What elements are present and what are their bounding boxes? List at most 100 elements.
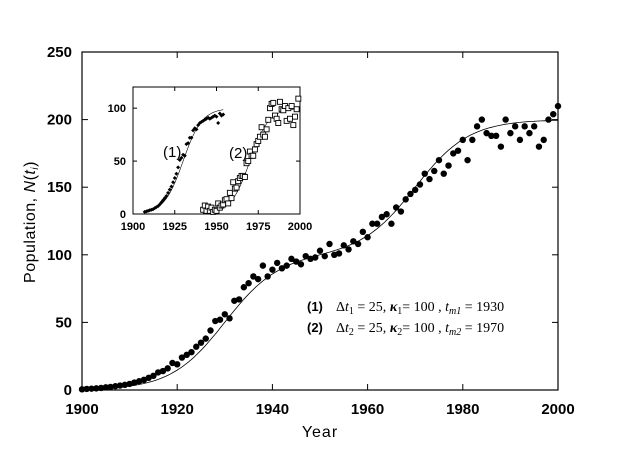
inset-data-points [142,95,302,215]
main-data-point [202,335,209,342]
main-data-point [188,348,195,356]
main-data-point [102,384,110,391]
x-tick-label: 1920 [161,401,194,418]
main-data-point [88,385,95,392]
legend-text-1: Δt1 = 25, κ1= 100 , tm1 = 1930 [336,300,504,317]
main-data-point [507,129,514,137]
inset-point-series-2 [293,106,300,113]
x-axis-title: Year [302,424,338,441]
main-data-point [216,316,224,323]
legend-text-2: Δt2 = 25, κ2= 100 , tm2 = 1970 [336,321,504,338]
y-axis-title-paren: ( [22,174,39,180]
inset-point-series-2 [288,103,295,110]
main-data-point [254,275,262,283]
main-data-point [345,246,352,253]
x-tick-label: 1960 [351,401,384,418]
main-data-point [435,156,443,164]
y-axis-title-text: Population, [22,192,39,283]
inset-x-tick-label: 1900 [121,221,145,233]
main-data-point [359,228,367,236]
main-data-point [431,167,438,175]
main-data-point [97,384,105,392]
main-data-point [264,273,271,280]
inset-point-series-2 [241,174,248,180]
main-data-point [326,240,333,248]
x-tick-label: 1940 [256,401,289,418]
x-tick-label: 1900 [65,401,98,418]
main-axis-ticks: 1900 1920 1940 1960 1980 2000 0 50 100 150 200 250 [47,44,575,418]
main-data-point [483,129,490,137]
main-data-point [531,123,538,130]
main-data-point [421,170,428,177]
inset-point-series-1 [182,153,187,158]
main-data-point [159,367,167,375]
y-tick-label: 150 [47,179,72,196]
main-data-point [469,136,476,144]
main-data-point [116,382,124,389]
main-data-point [178,354,186,361]
inset-x-tick-label: 1950 [204,221,228,233]
x-tick-label: 1980 [446,401,479,418]
inset-point-series-1 [167,187,172,192]
main-data-point [412,186,419,194]
inset-point-series-1 [179,155,184,160]
main-data-point [283,262,290,269]
main-data-point [497,143,505,150]
main-data-point [193,343,200,350]
main-data-point [473,123,481,130]
main-data-point [478,116,486,123]
inset-y-tick-label: 50 [114,156,126,168]
main-data-point [335,250,343,257]
main-frame-rect [81,51,559,391]
main-data-point [464,156,471,164]
main-data-point [554,102,562,110]
y-tick-label: 250 [47,44,72,61]
main-data-point [550,110,557,118]
main-data-point [392,204,400,211]
main-data-point [207,327,214,334]
y-tick-label: 200 [47,112,72,129]
main-data-point [183,351,190,359]
inset-point-series-2 [287,115,293,122]
main-data-point [164,365,171,372]
main-data-point [235,296,243,303]
main-data-point [121,381,129,389]
main-data-point [288,255,295,263]
inset-point-series-1 [164,194,169,199]
main-fit-curve [81,119,559,390]
main-data-point [174,361,181,368]
main-data-point [516,136,524,144]
inset-point-series-2 [265,116,272,123]
main-data-point [388,220,395,227]
main-data-point [521,123,528,130]
main-data-point [402,196,409,203]
main-data-point [445,162,452,169]
main-data-point [502,116,509,123]
main-data-point [526,129,533,137]
inset-point-series-2 [213,207,220,214]
main-data-point [488,132,495,140]
inset-point-series-2 [226,189,233,196]
main-data-point [278,265,286,272]
inset-x-tick-label: 1975 [246,221,270,233]
inset-x-tick-label: 2000 [288,221,312,233]
inset-point-series-1 [174,171,179,176]
main-data-point [383,211,390,218]
main-data-point [226,315,233,322]
main-data-point [340,242,347,249]
inset-point-series-1 [171,180,176,185]
inset-y-tick-label: 100 [108,103,126,115]
x-tick-label: 2000 [541,401,574,418]
inset-point-series-2 [263,126,270,133]
main-data-point [312,254,319,261]
main-data-point [369,220,376,227]
legend: (1) Δt1 = 25, κ1= 100 , tm1 = 1930 (2) Δ… [307,299,504,338]
inset-axis-ticks: 1900 1925 1950 1975 2000 0 50 100 [108,87,312,233]
main-data-point [540,136,547,144]
inset-point-series-2 [261,133,268,140]
main-data-point [535,143,543,150]
y-axis-title-close: ) [22,161,39,167]
inset-point-series-1 [194,127,199,132]
main-data-point [293,258,300,265]
inset-frame-rect [132,86,301,215]
